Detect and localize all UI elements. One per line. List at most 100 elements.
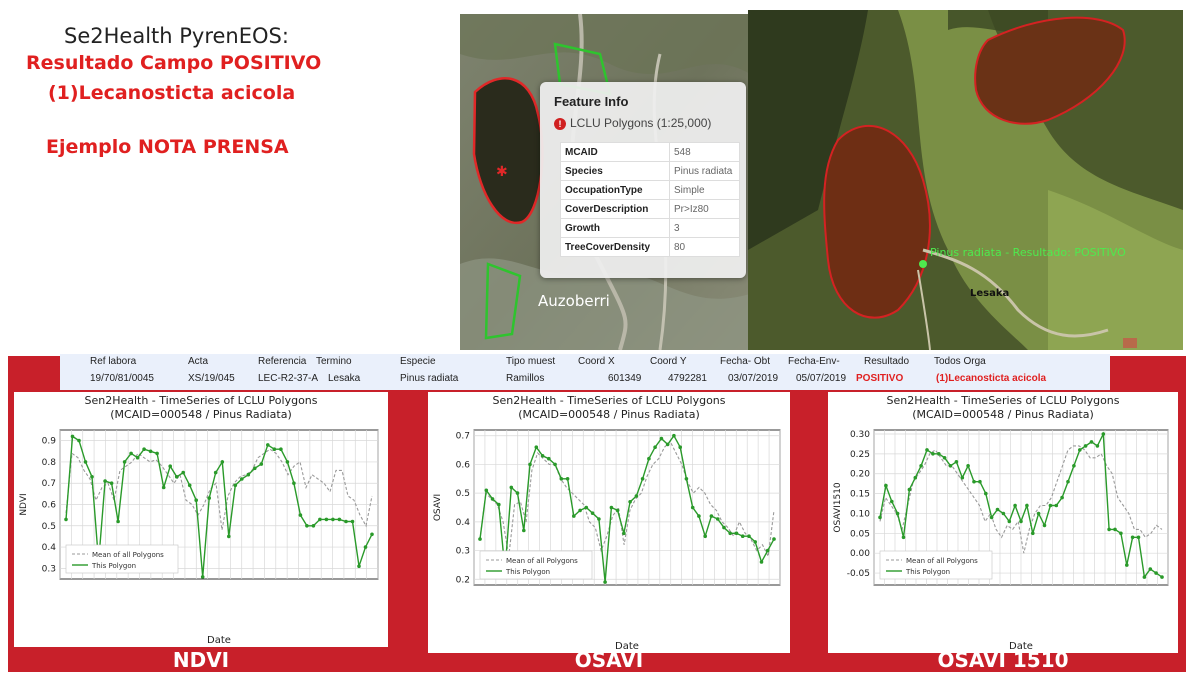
feature-info-title: Feature Info [554,94,629,109]
osavi1510-chart: Sen2Health - TimeSeries of LCLU Polygons… [833,394,1169,652]
sample-info-table: Ref labora Acta Referencia Termino Espec… [60,354,1110,390]
data-point [715,517,720,521]
data-point [344,519,348,524]
table-row: CoverDescription Pr>Iz80 [560,199,740,219]
data-point [528,462,532,467]
table-header: Todos Orga [934,356,986,367]
data-point [311,524,316,528]
data-point [1060,495,1064,500]
y-axis-label: OSAVI [433,494,443,521]
data-point [1119,531,1123,536]
data-point [135,455,140,460]
data-point [1013,503,1017,508]
data-point [1036,511,1041,516]
attribute-key: TreeCoverDensity [560,237,670,257]
data-point [553,462,557,467]
data-point [213,470,218,475]
data-point [148,449,153,454]
data-point [734,531,739,536]
series-mean-line [479,440,775,559]
data-point [913,475,918,480]
data-point [665,442,670,447]
data-point [722,525,726,530]
data-point [298,513,303,517]
y-axis-label: OSAVI1510 [833,482,843,533]
feature-info-popup[interactable]: Feature Info ! LCLU Polygons (1:25,000) M… [540,82,746,278]
chart-panel-osavi: Sen2Health - TimeSeries of LCLU Polygons… [428,392,790,653]
map-place-label: Auzoberri [538,292,610,310]
data-point [728,531,732,536]
data-point [509,485,514,490]
y-tick-label: 0.7 [456,432,470,442]
data-point [1083,444,1088,448]
attribute-key: OccupationType [560,180,670,200]
heading-pathogen: (1)Lecanosticta acicola [48,82,296,104]
data-point [64,517,68,522]
data-point [240,477,244,481]
x-axis-label: Date [615,641,639,652]
data-point [490,497,495,501]
attribute-key: Species [560,161,670,181]
data-point [984,491,988,496]
data-point [895,511,900,516]
table-header: Fecha-Env- [788,356,840,367]
chart-subtitle: (MCAID=000548 / Pinus Radiata) [518,408,700,421]
y-tick-label: 0.00 [850,549,870,559]
legend-label: This Polygon [91,562,136,570]
data-point [972,479,976,484]
data-point [220,460,225,464]
data-point [1136,535,1141,540]
data-point [772,537,776,541]
chart-label-osavi1510: OSAVI 1510 [937,648,1069,672]
attribute-value: Pr>Iz80 [669,199,740,219]
y-tick-label: 0.05 [850,529,870,539]
heading-project: Se2Health PyrenEOS: [64,24,289,48]
legend-label: This Polygon [505,568,550,576]
data-point [1048,503,1053,508]
result-status-badge: POSITIVO [856,373,904,384]
attribute-value: 3 [669,218,740,238]
x-axis-label: Date [1009,641,1033,652]
data-point [1154,571,1158,575]
data-point [1001,511,1006,516]
table-cell: LEC-R2-37-A [258,373,319,384]
data-point [292,481,296,485]
data-point [954,460,959,464]
feature-info-layer[interactable]: ! LCLU Polygons (1:25,000) [554,116,711,130]
satellite-map-right[interactable]: Pinus radiata - Resultado: POSITIVO Lesa… [748,10,1183,350]
data-point [1089,440,1094,444]
data-point [1148,567,1153,571]
map-point-label: Pinus radiata - Resultado: POSITIVO [930,246,1126,259]
data-point [597,517,601,521]
chart-title: Sen2Health - TimeSeries of LCLU Polygons [84,394,317,407]
data-point [259,462,264,466]
data-point [484,488,489,493]
table-header: Coord Y [650,356,687,367]
table-cell: Ramillos [506,373,545,384]
y-tick-label: 0.6 [456,460,471,470]
data-point [253,466,257,471]
table-cell: Pinus radiata [400,373,459,384]
table-row: OccupationType Simple [560,180,740,200]
data-point [931,452,935,456]
data-point [590,511,595,515]
chart-subtitle: (MCAID=000548 / Pinus Radiata) [110,408,292,421]
title-block: Se2Health PyrenEOS: Resultado Campo POSI… [8,10,448,350]
data-point [168,464,172,468]
data-point [622,531,626,536]
chart-subtitle: (MCAID=000548 / Pinus Radiata) [912,408,1094,421]
data-point [765,548,770,553]
y-tick-label: 0.15 [850,490,870,500]
y-tick-label: 0.25 [850,450,870,460]
map-town-label: Lesaka [970,288,1009,299]
data-point [703,534,707,538]
data-point [1072,464,1076,468]
data-point [672,433,676,438]
data-point [285,460,290,464]
legend [479,550,593,580]
data-point [1066,479,1070,484]
chart-panel-ndvi: Sen2Health - TimeSeries of LCLU Polygons… [14,392,388,647]
feature-info-layer-label: LCLU Polygons (1:25,000) [570,116,712,130]
y-tick-label: 0.3 [42,564,56,574]
data-point [103,479,107,483]
